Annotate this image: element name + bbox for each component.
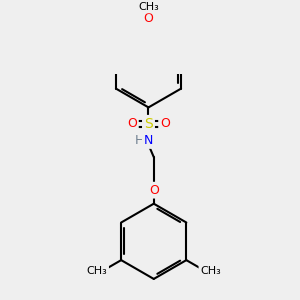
Text: H: H: [135, 134, 144, 147]
Text: O: O: [127, 118, 137, 130]
Text: N: N: [144, 134, 153, 147]
Text: O: O: [144, 12, 153, 25]
Text: CH₃: CH₃: [200, 266, 221, 276]
Text: CH₃: CH₃: [138, 2, 159, 12]
Text: O: O: [149, 184, 159, 197]
Text: S: S: [144, 117, 153, 131]
Text: CH₃: CH₃: [86, 266, 107, 276]
Text: O: O: [160, 118, 170, 130]
